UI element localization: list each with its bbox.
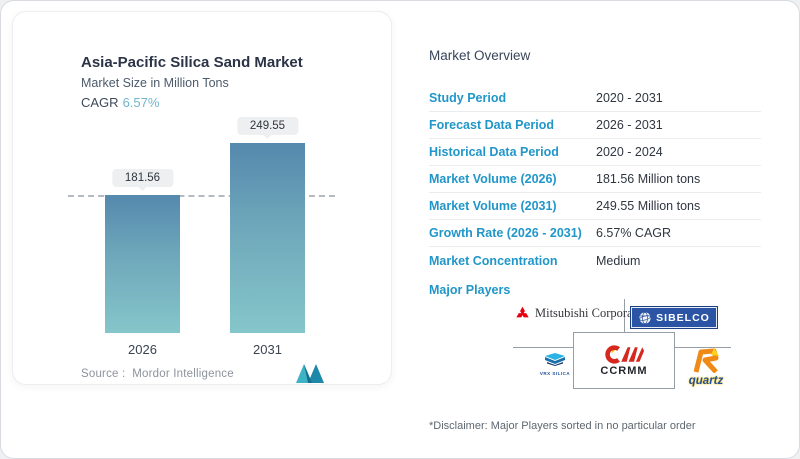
collage-divider <box>624 299 625 348</box>
chart-panel: Asia-Pacific Silica Sand Market Market S… <box>12 11 392 385</box>
mordor-intelligence-logo-icon <box>296 364 324 383</box>
bar-value-label: 249.55 <box>236 117 299 135</box>
bar-value-label: 181.56 <box>111 168 174 187</box>
logo-quartz: quartz <box>685 347 727 387</box>
overview-table: Study Period 2020 - 2031 Forecast Data P… <box>429 85 761 274</box>
row-value: 2026 - 2031 <box>596 118 663 132</box>
row-label: Growth Rate (2026 - 2031) <box>429 226 582 240</box>
table-row: Growth Rate (2026 - 2031) 6.57% CAGR <box>429 220 761 247</box>
logo-vrx-silica: VRX SILICA <box>539 353 571 376</box>
quartz-wordmark: quartz <box>688 375 724 387</box>
vrx-chevron-icon <box>545 353 565 366</box>
x-axis-tick-2031: 2031 <box>253 342 282 357</box>
row-label: Market Concentration <box>429 253 558 268</box>
ccrmm-cm-icon <box>605 344 645 364</box>
ccrmm-wordmark: CCRMM <box>600 364 648 377</box>
quartz-glyph-icon <box>693 348 719 374</box>
mitsubishi-wordmark: Mitsubishi Corporation <box>535 306 653 320</box>
overview-heading: Market Overview <box>429 48 531 63</box>
table-row: Historical Data Period 2020 - 2024 <box>429 139 761 166</box>
row-value: 6.57% CAGR <box>596 226 672 240</box>
chart-title: Asia-Pacific Silica Sand Market <box>81 54 303 71</box>
logo-ccrmm: CCRMM <box>573 332 675 389</box>
row-value: Medium <box>596 253 641 268</box>
table-row: Market Volume (2026) 181.56 Million tons <box>429 166 761 193</box>
mitsubishi-diamonds-icon <box>515 306 530 320</box>
bar-chart: 181.56 249.55 2026 2031 <box>13 12 391 384</box>
row-value: 181.56 Million tons <box>596 172 701 186</box>
chart-subtitle: Market Size in Million Tons <box>81 76 229 90</box>
table-row: Study Period 2020 - 2031 <box>429 85 761 112</box>
sibelco-globe-icon <box>639 311 651 324</box>
source-label: Source : <box>81 368 126 380</box>
vrx-wordmark: VRX SILICA <box>539 371 571 376</box>
table-row: Market Volume (2031) 249.55 Million tons <box>429 193 761 220</box>
logo-sibelco: SIBELCO <box>630 306 718 329</box>
logo-mitsubishi-corporation: Mitsubishi Corporation <box>515 306 652 321</box>
source-attribution: Source : Mordor Intelligence <box>81 368 234 380</box>
disclaimer-text: *Disclaimer: Major Players sorted in no … <box>429 420 696 432</box>
bar-2031: 249.55 <box>230 117 305 333</box>
row-label: Market Volume (2031) <box>429 199 557 213</box>
row-value: 249.55 Million tons <box>596 199 701 213</box>
row-label: Market Volume (2026) <box>429 172 557 186</box>
x-axis-tick-2026: 2026 <box>128 342 157 357</box>
reference-line <box>68 194 335 197</box>
table-row: Forecast Data Period 2026 - 2031 <box>429 112 761 139</box>
collage-divider <box>513 347 731 348</box>
row-label: Study Period <box>429 91 507 105</box>
row-value: 2020 - 2031 <box>596 91 663 105</box>
cagr-line: CAGR 6.57% <box>81 95 159 110</box>
major-players-label: Major Players <box>429 283 511 297</box>
cagr-label: CAGR <box>81 95 119 110</box>
bar-2026: 181.56 <box>105 168 180 333</box>
sibelco-wordmark: SIBELCO <box>656 311 710 324</box>
row-label: Forecast Data Period <box>429 118 555 132</box>
row-value: 2020 - 2024 <box>596 145 663 159</box>
cagr-value: 6.57% <box>122 95 160 110</box>
row-label: Historical Data Period <box>429 145 559 159</box>
source-value: Mordor Intelligence <box>132 368 234 380</box>
table-row: Market Concentration Medium <box>429 247 761 274</box>
